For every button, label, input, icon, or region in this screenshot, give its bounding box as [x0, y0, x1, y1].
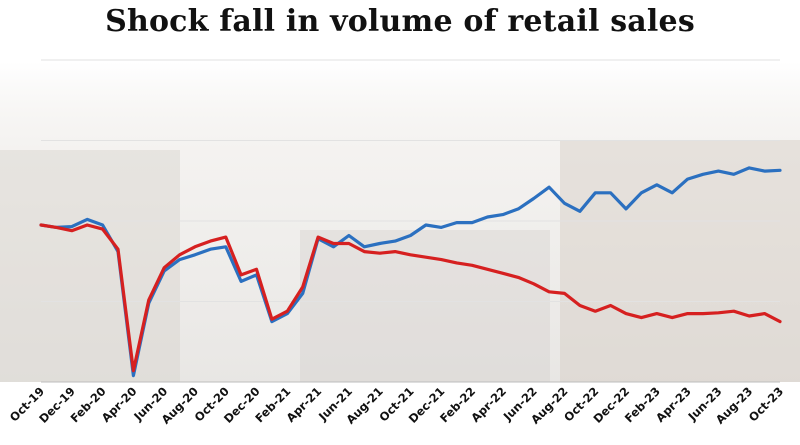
grid-lines [41, 59, 780, 383]
x-tick-label: Oct-23 [746, 384, 786, 424]
x-axis: Oct-19Dec-19Feb-20Apr-20Jun-20Aug-20Oct-… [7, 384, 786, 427]
chart-title: Shock fall in volume of retail sales [105, 4, 695, 39]
series-line-red [39, 223, 782, 373]
street-photo-backdrop [0, 62, 800, 382]
series-lines [39, 166, 782, 378]
